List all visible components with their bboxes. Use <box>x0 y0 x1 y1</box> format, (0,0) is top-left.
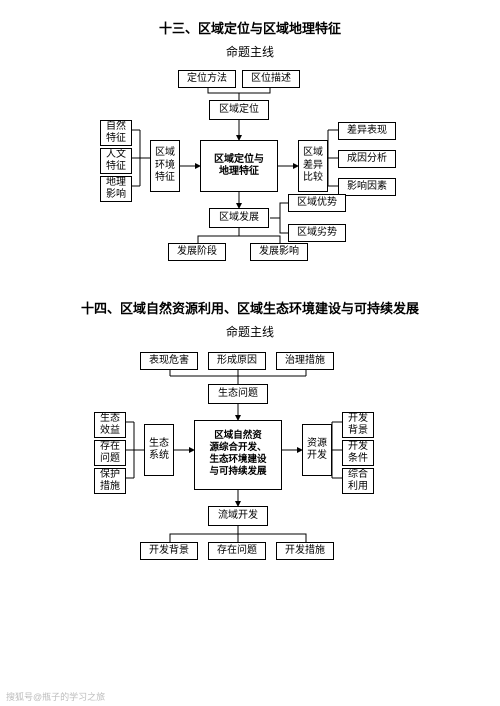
section14-subtitle: 命题主线 <box>0 323 500 340</box>
node-zhilicuoshi: 治理措施 <box>276 352 334 370</box>
node-shengtaixiaoyi: 生态 效益 <box>94 412 126 438</box>
node-zongheliyong: 综合 利用 <box>342 468 374 494</box>
node-center-13: 区域定位与 地理特征 <box>200 140 278 192</box>
node-liuyukaifa: 流域开发 <box>208 506 268 526</box>
diagram-14: 表现危害 形成原因 治理措施 生态问题 生态 效益 存在 问题 保护 措施 生态… <box>60 348 440 578</box>
node-fazhanyingxiang: 发展影响 <box>250 243 308 261</box>
section13-subtitle: 命题主线 <box>0 43 500 60</box>
node-chayibiaoxian: 差异表现 <box>338 122 396 140</box>
diagram-13: 定位方法 区位描述 区域定位 自然 特征 人文 特征 地理 影响 区域 环境 特… <box>70 68 430 268</box>
node-cunzaiwenti-l: 存在 问题 <box>94 440 126 466</box>
node-zirantezheng: 自然 特征 <box>100 120 132 146</box>
node-xingchengyuanyin: 形成原因 <box>208 352 266 370</box>
node-quyulieshi: 区域劣势 <box>288 224 346 242</box>
node-quyuhuanjingte: 区域 环境 特征 <box>150 140 180 192</box>
node-center-14: 区域自然资 源综合开发、 生态环境建设 与可持续发展 <box>194 420 282 490</box>
node-quyufazhan: 区域发展 <box>209 208 269 228</box>
section14-title: 十四、区域自然资源利用、区域生态环境建设与可持续发展 <box>0 298 500 317</box>
node-baohucuoshi: 保护 措施 <box>94 468 126 494</box>
node-chengyinfenxi: 成因分析 <box>338 150 396 168</box>
node-cunzaiwenti-b: 存在问题 <box>208 542 266 560</box>
node-shengtaixitong: 生态 系统 <box>144 424 174 476</box>
node-kaifabeijing-b: 开发背景 <box>140 542 198 560</box>
node-kaifabeijing-r: 开发 背景 <box>342 412 374 438</box>
node-quyuchayibij: 区域 差异 比较 <box>298 140 328 192</box>
node-renwentezheng: 人文 特征 <box>100 148 132 174</box>
section13-title: 十三、区域定位与区域地理特征 <box>0 18 500 37</box>
node-fazhanjieduan: 发展阶段 <box>168 243 226 261</box>
node-biaoxianweihai: 表现危害 <box>140 352 198 370</box>
footer-attribution: 搜狐号@瓶子的学习之旅 <box>6 690 105 703</box>
node-ziyuankaifa: 资源 开发 <box>302 424 332 476</box>
node-dingweifangfa: 定位方法 <box>178 70 236 88</box>
node-quyudingwei: 区域定位 <box>209 100 269 120</box>
node-kaifatiaojian: 开发 条件 <box>342 440 374 466</box>
node-diliyingxiang: 地理 影响 <box>100 176 132 202</box>
node-yingxiangyinsu: 影响因素 <box>338 178 396 196</box>
node-kaifacuoshi: 开发措施 <box>276 542 334 560</box>
node-quweimiaoshu: 区位描述 <box>242 70 300 88</box>
node-quyuyoushi: 区域优势 <box>288 194 346 212</box>
node-shengtaiwenti: 生态问题 <box>208 384 268 404</box>
